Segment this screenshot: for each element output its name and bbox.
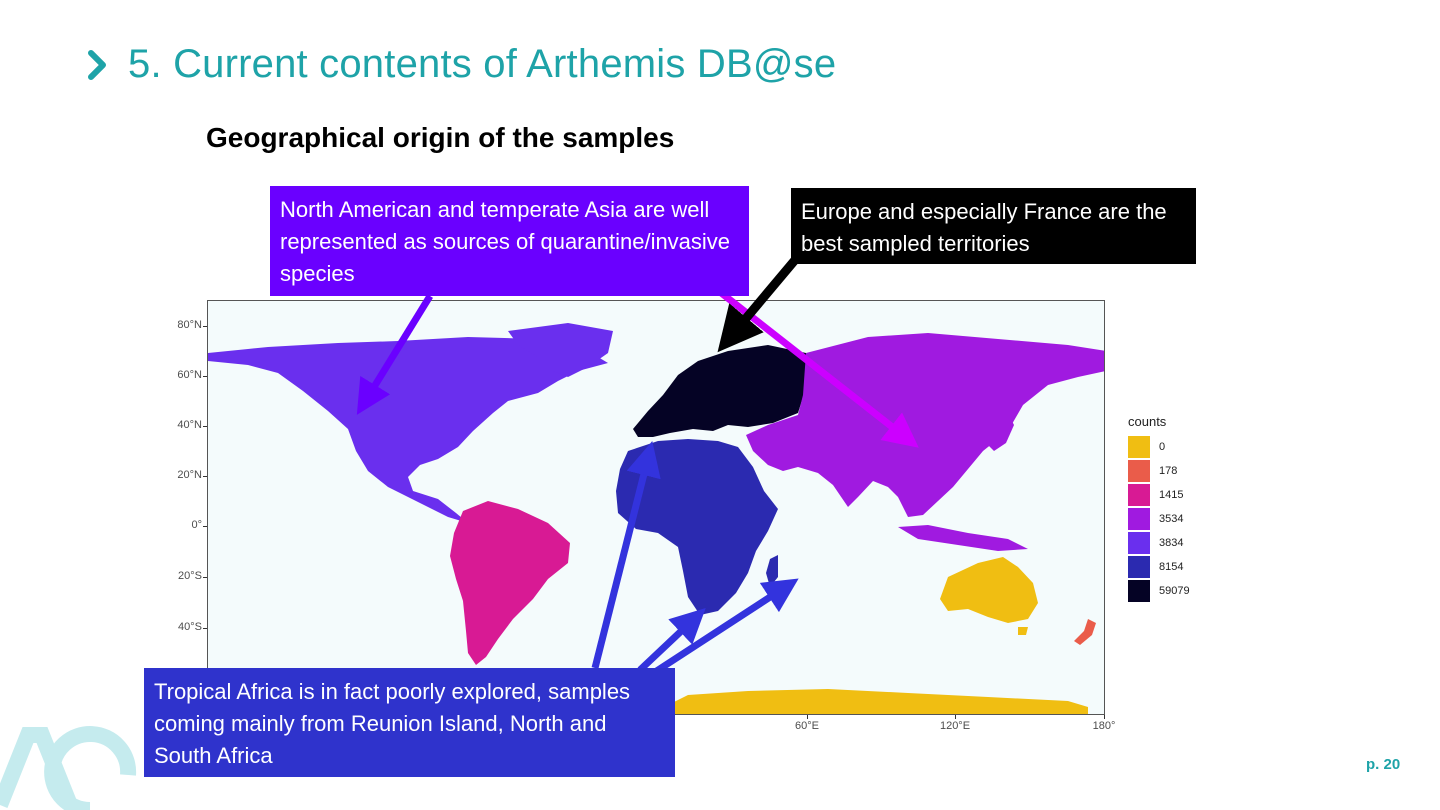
y-tick: [203, 476, 207, 477]
legend-item: 0: [1128, 435, 1190, 459]
x-tick: [807, 715, 808, 719]
region-new-zealand: [1074, 619, 1096, 645]
legend-item: 59079: [1128, 579, 1190, 603]
legend-label: 0: [1159, 441, 1166, 453]
x-tick: [1104, 715, 1105, 719]
y-tick-label: 80°N: [177, 319, 202, 331]
y-tick: [203, 376, 207, 377]
y-tick-label: 40°N: [177, 419, 202, 431]
region-africa: [616, 439, 778, 615]
x-tick-label: 120°E: [939, 720, 971, 732]
legend-item: 8154: [1128, 555, 1190, 579]
x-tick: [955, 715, 956, 719]
region-madagascar: [766, 555, 778, 587]
legend-swatch: [1128, 460, 1150, 482]
slide-title-row: 5. Current contents of Arthemis DB@se: [86, 42, 836, 87]
y-tick: [203, 577, 207, 578]
arthemis-logo: [0, 726, 137, 810]
x-tick-label: 60°E: [795, 720, 819, 732]
legend-swatch: [1128, 532, 1150, 554]
region-greenland: [508, 323, 613, 377]
legend-label: 59079: [1159, 585, 1190, 597]
region-australia: [940, 557, 1038, 623]
legend-title: counts: [1128, 414, 1167, 429]
y-tick: [203, 526, 207, 527]
legend-swatch: [1128, 556, 1150, 578]
region-japan: [988, 413, 1014, 451]
legend-label: 1415: [1159, 489, 1184, 501]
x-tick-label: 180°: [1092, 720, 1116, 732]
y-tick: [203, 628, 207, 629]
world-map: [207, 300, 1105, 715]
callout-americas-asia: North American and temperate Asia are we…: [270, 186, 749, 296]
legend-swatch: [1128, 580, 1150, 602]
slide-subtitle: Geographical origin of the samples: [206, 122, 675, 153]
chevron-right-icon: [88, 49, 106, 80]
legend-item: 3534: [1128, 507, 1190, 531]
callout-africa: Tropical Africa is in fact poorly explor…: [144, 668, 675, 777]
y-tick: [203, 426, 207, 427]
map-legend: counts 0 178 1415 3534 3834 8154 59079: [1128, 414, 1190, 603]
y-tick: [203, 326, 207, 327]
legend-label: 3534: [1159, 513, 1184, 525]
y-tick-label: 20°S: [178, 570, 202, 582]
y-tick-label: 20°N: [177, 469, 202, 481]
region-indonesia: [898, 525, 1028, 551]
region-antarctica: [668, 689, 1088, 714]
legend-label: 178: [1159, 465, 1178, 477]
world-map-svg: [208, 323, 1104, 714]
callout-europe: Europe and especially France are the bes…: [791, 188, 1196, 264]
y-tick-label: 40°S: [178, 621, 202, 633]
legend-label: 8154: [1159, 561, 1184, 573]
legend-label: 3834: [1159, 537, 1184, 549]
region-south-america: [450, 501, 570, 665]
region-tasmania: [1018, 627, 1028, 635]
legend-swatch: [1128, 484, 1150, 506]
legend-item: 1415: [1128, 483, 1190, 507]
legend-item: 3834: [1128, 531, 1190, 555]
y-tick-label: 0°: [191, 519, 202, 531]
region-north-america: [208, 337, 608, 523]
slide-title: 5. Current contents of Arthemis DB@se: [128, 42, 837, 86]
y-tick-label: 60°N: [177, 369, 202, 381]
legend-swatch: [1128, 436, 1150, 458]
legend-item: 178: [1128, 459, 1190, 483]
legend-swatch: [1128, 508, 1150, 530]
page-number: p. 20: [1366, 756, 1401, 773]
